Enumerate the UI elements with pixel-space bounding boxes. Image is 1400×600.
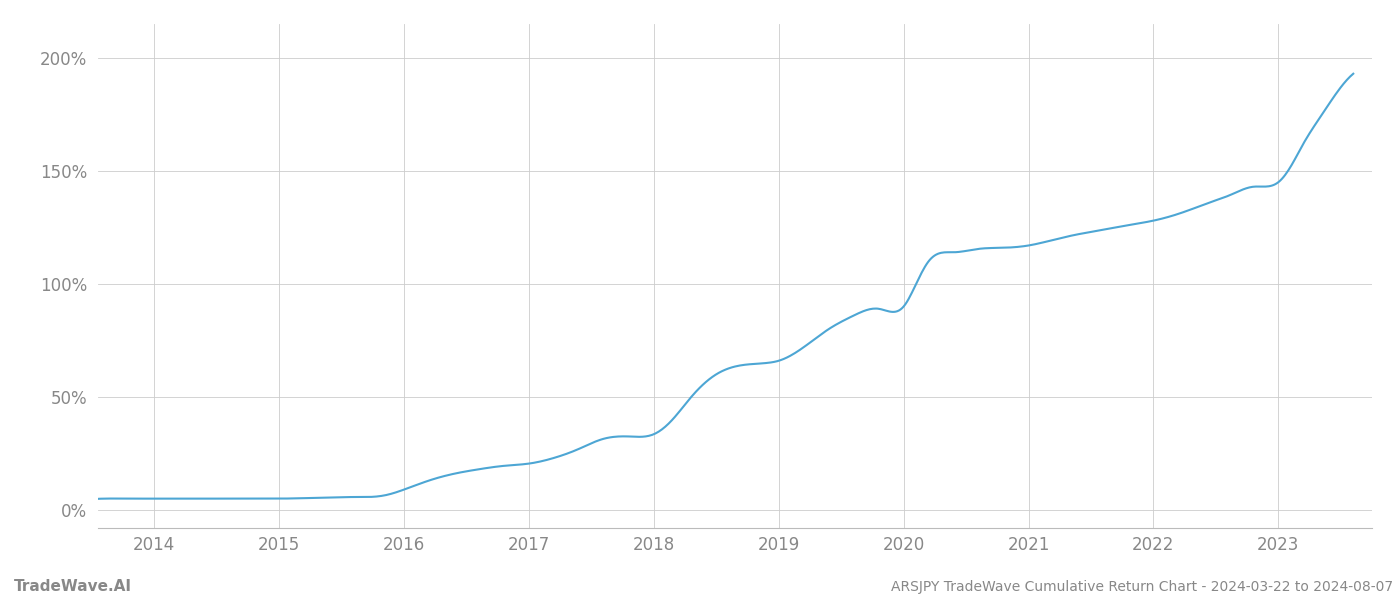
Text: TradeWave.AI: TradeWave.AI — [14, 579, 132, 594]
Text: ARSJPY TradeWave Cumulative Return Chart - 2024-03-22 to 2024-08-07: ARSJPY TradeWave Cumulative Return Chart… — [890, 580, 1393, 594]
